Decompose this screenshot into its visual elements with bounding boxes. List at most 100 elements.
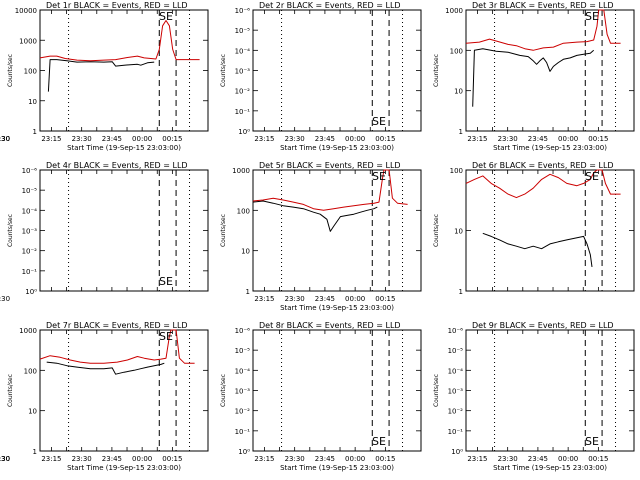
se-annotation: SE <box>159 275 173 288</box>
x-tick-label: 00:00 <box>132 135 152 143</box>
x-tick-label: 00:00 <box>558 135 578 143</box>
y-tick-label: 1 <box>246 288 250 296</box>
panel-title: Det 8r BLACK = Events, RED = LLD <box>259 321 401 330</box>
y-tick-label: 10⁰ <box>451 448 463 456</box>
y-tick-label: 10⁻⁵ <box>448 347 464 355</box>
y-tick-label: 10 <box>454 228 463 236</box>
x-tick-label: 00:00 <box>345 295 365 303</box>
panel-title: Det 3r BLACK = Events, RED = LLD <box>472 1 614 10</box>
y-tick-label: 10⁻¹ <box>235 428 251 436</box>
se-annotation: SE <box>372 170 386 183</box>
x-tick-label: 00:00 <box>558 455 578 463</box>
x-tick-label: 23:45 <box>102 455 122 463</box>
y-axis-label: Counts/sec <box>433 214 440 247</box>
x-tick-label: 00:15 <box>375 295 395 303</box>
y-tick-label: 10⁻³ <box>448 388 464 396</box>
panel-title: Det 7r BLACK = Events, RED = LLD <box>46 321 188 330</box>
x-tick-label: 23:45 <box>102 135 122 143</box>
y-tick-label: 10⁻⁴ <box>22 207 38 215</box>
x-tick-label: 23:15 <box>467 135 487 143</box>
x-tick-label: 23:30 <box>285 295 305 303</box>
y-axis-label: Counts/sec <box>220 214 227 247</box>
x-axis-label: Start Time (19-Sep-15 23:03:00) <box>493 464 607 472</box>
x-axis-label: Start Time (19-Sep-15 23:03:00) <box>67 464 181 472</box>
panel-title: Det 2r BLACK = Events, RED = LLD <box>259 1 401 10</box>
y-tick-label: 10⁻⁵ <box>235 27 251 35</box>
y-axis-label: Counts/sec <box>7 214 14 247</box>
x-tick-label: 23:30 <box>498 135 518 143</box>
x-tick-label: 23:45 <box>528 135 548 143</box>
panel-title: Det 9r BLACK = Events, RED = LLD <box>472 321 614 330</box>
x-tick-label: 00:15 <box>162 455 182 463</box>
y-tick-label: 10⁻² <box>235 88 251 96</box>
detector-panel-1: Det 1r BLACK = Events, RED = LLD 1 10 100 10… <box>0 1 209 152</box>
se-annotation: SE <box>159 10 173 23</box>
detector-panel-6: Det 6r BLACK = Events, RED = LLD 1 10 100 Co… <box>433 161 635 296</box>
y-tick-label: 10⁻³ <box>235 68 251 76</box>
se-annotation: SE <box>585 170 599 183</box>
y-tick-label: 10⁻² <box>448 408 464 416</box>
detector-panel-9: Det 9r BLACK = Events, RED = LLD 10⁰ 10⁻¹ 1… <box>0 321 635 472</box>
detector-panel-7: Det 7r BLACK = Events, RED = LLD 1 10 100 10… <box>0 321 209 472</box>
y-tick-label: 10000 <box>15 7 37 15</box>
x-axis-label: Start Time (19-Sep-15 23:03:00) <box>280 144 394 152</box>
x-tick-label: 23:30 <box>285 455 305 463</box>
y-axis-label: Counts/sec <box>220 54 227 87</box>
x-tick-label: 23:45 <box>315 135 335 143</box>
y-tick-label: 10⁻² <box>22 248 38 256</box>
x-tick-label: 23:15 <box>467 455 487 463</box>
se-annotation: SE <box>372 435 386 448</box>
x-tick-label: 00:30 <box>0 455 10 463</box>
x-tick-label: 00:30 <box>0 135 10 143</box>
x-axis-label: Start Time (19-Sep-15 23:03:00) <box>280 304 394 312</box>
plot-frame <box>39 329 209 452</box>
y-tick-label: 100 <box>24 68 37 76</box>
y-tick-label: 10⁻⁴ <box>235 367 251 375</box>
se-annotation: SE <box>585 435 599 448</box>
x-tick-label: 23:15 <box>41 455 61 463</box>
y-tick-label: 10 <box>454 88 463 96</box>
plot-frame <box>39 169 209 292</box>
y-tick-label: 10⁻¹ <box>22 268 38 276</box>
y-tick-label: 10⁻⁶ <box>235 327 251 335</box>
x-tick-label: 23:45 <box>315 455 335 463</box>
y-tick-label: 10⁻⁴ <box>235 47 251 55</box>
x-tick-label: 23:30 <box>285 135 305 143</box>
x-tick-label: 23:30 <box>498 455 518 463</box>
x-tick-label: 00:30 <box>0 135 10 143</box>
panel-title: Det 6r BLACK = Events, RED = LLD <box>472 161 614 170</box>
y-tick-label: 10⁻⁴ <box>448 367 464 375</box>
detector-panel-3: Det 3r BLACK = Events, RED = LLD 1 10 100 10… <box>0 1 635 152</box>
series-lld-line <box>465 9 621 51</box>
se-annotation: SE <box>585 10 599 23</box>
plot-frame <box>252 9 422 132</box>
y-tick-label: 100 <box>24 367 37 375</box>
x-tick-label: 00:15 <box>375 455 395 463</box>
y-tick-label: 1 <box>33 128 37 136</box>
y-tick-label: 100 <box>450 47 463 55</box>
series-lld-line <box>465 169 621 199</box>
y-tick-label: 10⁻³ <box>235 388 251 396</box>
x-tick-label: 23:15 <box>254 295 274 303</box>
y-tick-label: 10⁻³ <box>22 228 38 236</box>
y-tick-label: 100 <box>450 167 463 175</box>
y-tick-label: 1000 <box>19 37 37 45</box>
y-tick-label: 10⁰ <box>25 288 37 296</box>
series-lld-line <box>39 329 195 364</box>
x-tick-label: 00:00 <box>345 455 365 463</box>
y-tick-label: 10 <box>241 248 250 256</box>
y-tick-label: 10⁻² <box>235 408 251 416</box>
x-tick-label: 00:00 <box>345 135 365 143</box>
y-axis-label: Counts/sec <box>7 54 14 87</box>
x-axis-label: Start Time (19-Sep-15 23:03:00) <box>493 144 607 152</box>
panel-title: Det 5r BLACK = Events, RED = LLD <box>259 161 401 170</box>
series-events-line <box>47 59 155 92</box>
plot-frame <box>465 169 635 292</box>
y-tick-label: 1000 <box>445 7 463 15</box>
y-axis-label: Counts/sec <box>220 374 227 407</box>
x-tick-label: 00:30 <box>0 295 10 303</box>
y-tick-label: 10⁻⁵ <box>235 347 251 355</box>
series-lld-line <box>39 20 200 62</box>
y-tick-label: 10 <box>28 408 37 416</box>
